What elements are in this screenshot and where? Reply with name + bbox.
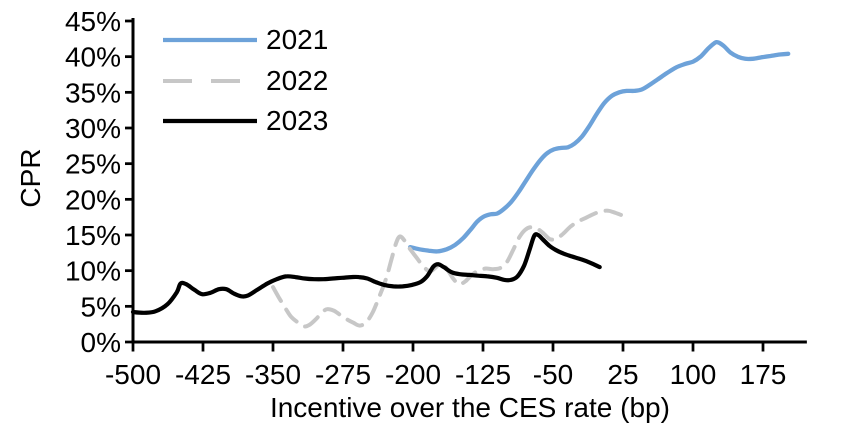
x-tick-label: 100 xyxy=(670,359,717,390)
legend-line-2022-icon xyxy=(163,78,257,83)
y-tick-label: 20% xyxy=(65,184,121,215)
legend-item-2022: 2022 xyxy=(162,64,329,96)
y-tick-label: 25% xyxy=(65,149,121,180)
x-tick-label: -50 xyxy=(533,359,573,390)
legend-label-2021: 2021 xyxy=(266,24,329,55)
x-tick-label: -350 xyxy=(245,359,301,390)
legend-item-2023: 2023 xyxy=(162,107,328,135)
legend-label-2022: 2022 xyxy=(266,64,329,96)
chart-legend: 2021 2022 2023 xyxy=(162,26,328,135)
y-tick-label: 0% xyxy=(81,327,121,358)
legend-line-2021-icon xyxy=(163,37,257,43)
y-tick-label: 45% xyxy=(65,6,121,37)
series-line-2023 xyxy=(130,232,602,315)
x-tick-label: -200 xyxy=(385,359,441,390)
y-tick-label: 35% xyxy=(65,77,121,108)
x-tick-label: -425 xyxy=(175,359,231,390)
x-tick-label: 25 xyxy=(607,359,638,390)
y-tick-label: 15% xyxy=(65,220,121,251)
x-tick-label: -125 xyxy=(455,359,511,390)
x-tick-label: -500 xyxy=(105,359,161,390)
y-tick-label: 10% xyxy=(65,256,121,287)
y-tick-label: 5% xyxy=(81,291,121,322)
y-tick-label: 30% xyxy=(65,113,121,144)
x-tick-label: 175 xyxy=(740,359,787,390)
series-line-2021 xyxy=(408,39,791,254)
legend-label-2023: 2023 xyxy=(266,105,329,136)
x-axis-title: Incentive over the CES rate (bp) xyxy=(270,392,670,423)
legend-item-2021: 2021 xyxy=(162,26,328,54)
x-tick-label: -275 xyxy=(315,359,371,390)
legend-line-2023-icon xyxy=(163,118,257,124)
y-tick-label: 40% xyxy=(65,42,121,73)
y-axis-title: CPR xyxy=(15,148,46,207)
